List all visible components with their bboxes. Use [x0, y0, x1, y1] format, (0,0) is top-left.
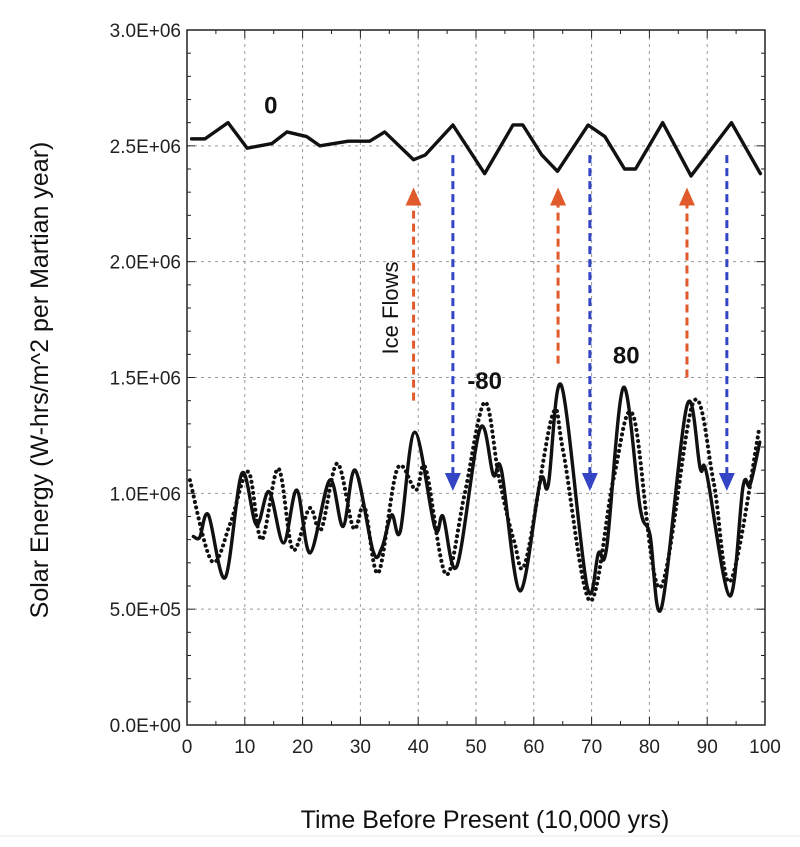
y-tick-label: 2.5E+06 — [110, 137, 181, 158]
series-line-0 — [189, 120, 763, 178]
y-tick-label: 0.0E+00 — [110, 716, 181, 737]
y-tick-label: 2.0E+06 — [110, 253, 181, 274]
x-tick-label: 40 — [408, 737, 429, 758]
down-arrow-head — [581, 473, 598, 492]
x-tick-label: 30 — [350, 737, 371, 758]
axis-ticks: 0 10 20 30 40 50 60 70 80 90 100 0.0E+00 5.0E+05 1.0E… — [110, 21, 781, 758]
down-arrow-head — [718, 473, 735, 492]
x-tick-label: 60 — [523, 737, 544, 758]
x-axis-label: Time Before Present (10,000 yrs) — [301, 806, 670, 834]
y-tick-label: 3.0E+06 — [110, 21, 181, 42]
curve-label: 80 — [613, 343, 640, 370]
series-line-minus-80 — [187, 397, 762, 603]
x-tick-label: 20 — [292, 737, 313, 758]
up-arrow-head — [405, 187, 422, 206]
up-arrow-head — [678, 187, 695, 206]
x-tick-label: 70 — [581, 737, 602, 758]
y-axis-label: Solar Energy (W-hrs/m^2 per Martian year… — [26, 142, 54, 619]
x-tick-label: 90 — [697, 737, 718, 758]
plot-frame — [186, 29, 766, 726]
x-tick-label: 0 — [182, 737, 193, 758]
x-tick-label: 50 — [465, 737, 486, 758]
x-tick-label: 100 — [749, 737, 781, 758]
y-tick-label: 5.0E+05 — [110, 600, 181, 621]
x-tick-label: 10 — [234, 737, 255, 758]
down-arrow-head — [444, 473, 461, 492]
curve-label: -80 — [467, 368, 502, 395]
y-tick-label: 1.5E+06 — [110, 369, 181, 390]
grid — [187, 30, 765, 725]
series-layer — [187, 120, 763, 613]
up-arrow-head — [550, 187, 567, 206]
x-tick-label: 80 — [639, 737, 660, 758]
annotation-layer: 0 -80 80 Ice Flows — [264, 92, 735, 492]
y-tick-label: 1.0E+06 — [110, 484, 181, 505]
curve-label: 0 — [264, 92, 277, 119]
ice-flows-label: Ice Flows — [378, 262, 403, 355]
